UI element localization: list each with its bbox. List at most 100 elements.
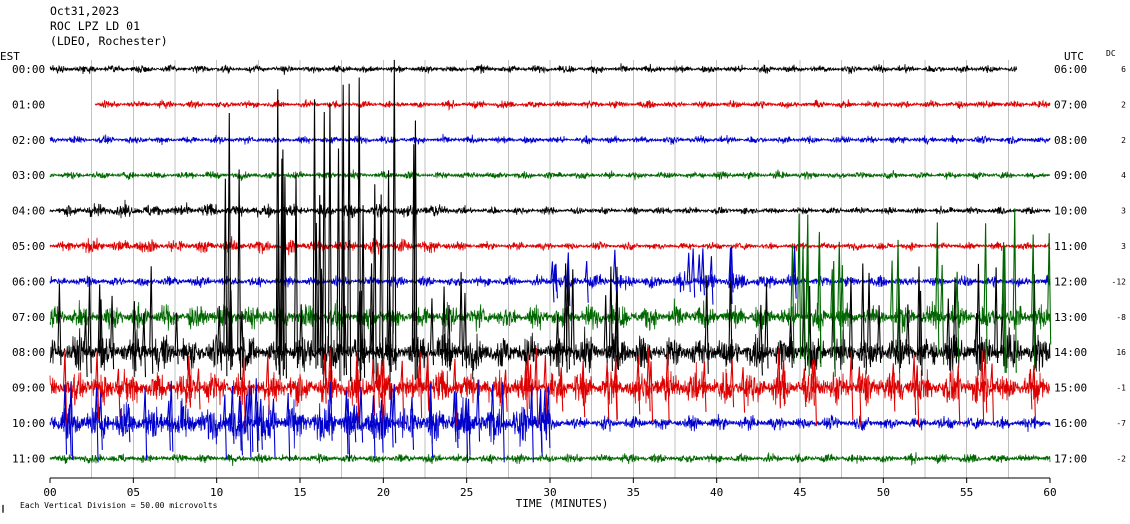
arrival-spike [935,222,940,354]
est-time-label: 02:00 [12,134,45,147]
arrival-spike [241,357,246,428]
utc-time-label: 17:00 [1054,452,1087,465]
arrival-spike [69,381,74,460]
arrival-spike [840,265,845,364]
dc-offset-label: 3 [1121,207,1126,216]
arrival-spike [452,391,457,443]
arrival-spike [1031,234,1036,371]
arrival-spike [237,169,242,380]
x-tick-label: 15 [293,486,306,499]
arrival-spike [912,354,917,416]
dc-offset-label: 16 [1116,348,1126,357]
utc-column-title: UTC [1064,50,1084,63]
arrival-spike [126,403,131,443]
arrival-spike [255,401,260,441]
arrival-spike [542,390,547,441]
arrival-spike [454,392,459,449]
utc-time-label: 14:00 [1054,346,1087,359]
arrival-spike [802,368,807,408]
est-time-label: 08:00 [12,346,45,359]
arrival-spike [446,305,451,370]
arrival-spike [605,362,610,419]
dc-offset-label: 4 [1121,171,1126,180]
utc-time-label: 07:00 [1054,98,1087,111]
est-time-label: 04:00 [12,205,45,218]
arrival-spike [425,365,430,411]
arrival-spike [830,269,835,343]
arrival-spike [983,349,988,413]
arrival-spike [238,400,243,456]
arrival-spike [525,353,530,409]
arrival-spike [413,120,418,379]
arrival-spike [918,290,923,376]
dc-offset-label: -2 [1116,454,1126,463]
arrival-spike [896,239,901,374]
arrival-spike [375,362,380,408]
arrival-spike [228,290,234,366]
utc-time-label: 12:00 [1054,275,1087,288]
arrival-spike [418,351,423,419]
arrival-spike [347,83,352,382]
dc-offset-label: 3 [1121,242,1126,251]
arrival-spike [95,351,100,419]
arrival-spike [346,398,351,462]
arrival-spike [686,252,691,293]
arrival-spike [322,354,327,404]
arrival-spike [392,59,397,371]
arrival-spike [837,241,842,347]
utc-time-label: 08:00 [1054,134,1087,147]
header-station: ROC LPZ LD 01 [50,19,140,33]
arrival-spike [555,314,560,377]
utc-time-label: 13:00 [1054,311,1087,324]
arrival-spike [475,379,481,442]
arrival-spike [357,77,362,381]
arrival-spike [697,254,702,292]
scale-mark: ∥ [1,504,5,513]
arrival-spike [244,394,249,441]
arrival-spike [792,262,797,294]
arrival-spike [169,380,174,452]
est-time-label: 11:00 [12,452,45,465]
arrival-spike [387,280,392,373]
arrival-spike [553,263,558,299]
arrival-spike [955,271,960,361]
arrival-spike [247,386,252,458]
arrival-spike [956,365,961,426]
arrival-spike [174,312,179,365]
arrival-spike [781,360,786,405]
arrival-spike [534,348,539,426]
arrival-spike [490,384,495,440]
x-tick-label: 35 [627,486,640,499]
arrival-spike [608,266,613,372]
arrival-spike [62,384,68,455]
time-grid [91,60,1009,478]
arrival-spike [258,398,263,450]
arrival-spike [1047,233,1052,345]
x-tick-label: 00 [43,486,56,499]
arrival-spike [223,178,228,377]
scale-note: Each Vertical Division = 50.00 microvolt… [20,501,218,510]
arrival-spike [98,392,103,450]
arrival-spike [132,301,137,372]
arrival-spike [1032,274,1037,369]
x-axis-label: TIME (MINUTES) [516,497,609,510]
arrival-spike [866,272,872,368]
arrival-spike [728,247,733,304]
arrival-spike [141,313,147,378]
arrival-spike [442,286,447,366]
utc-time-label: 15:00 [1054,382,1087,395]
arrival-spike [459,272,464,367]
arrival-spike [940,264,945,365]
arrival-spike [614,303,619,370]
est-time-label: 00:00 [12,63,45,76]
arrival-spike [462,292,468,369]
arrival-spike [891,363,896,412]
arrival-spike [612,249,617,292]
arrival-spike [222,394,227,460]
arrival-spike [538,389,543,457]
arrival-spike [392,384,397,444]
trace-line [49,361,1051,409]
arrival-spike [849,350,854,421]
